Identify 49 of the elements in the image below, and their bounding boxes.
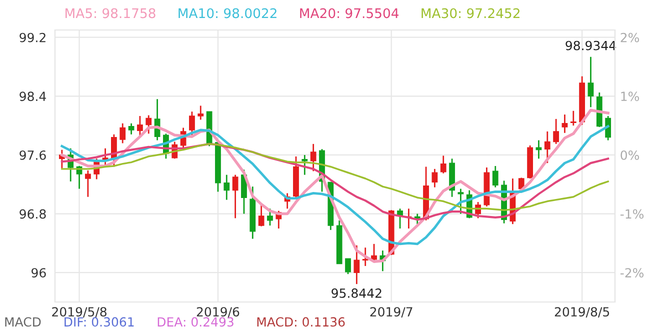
text: MACD: 0.1136 <box>257 317 345 327</box>
candlestick <box>345 258 351 275</box>
y2-tick-label: -1% <box>620 209 644 219</box>
candlestick <box>553 118 560 145</box>
text: MA10: 98.0022 <box>178 8 276 18</box>
y2-tick-label: -2% <box>620 268 644 278</box>
candlestick <box>84 170 91 198</box>
candlestick <box>432 168 438 188</box>
text: MA5: 98.1758 <box>66 8 156 18</box>
candlestick <box>544 130 550 164</box>
candlestick <box>120 122 126 144</box>
text: MA30: 97.2452 <box>422 8 520 18</box>
candlestick <box>267 208 273 226</box>
candlestick <box>562 114 568 134</box>
y-tick-label: 99.2 <box>20 32 46 42</box>
candlestick <box>588 56 594 108</box>
candlestick <box>224 174 230 201</box>
y-tick-label: 97.6 <box>20 150 46 160</box>
x-tick-label: 2019/6 <box>196 307 240 318</box>
annotation: 98.9344 <box>566 40 616 50</box>
x-tick-label: 2019/7 <box>370 307 412 318</box>
candlestick <box>137 115 143 137</box>
y-tick-label: 98.4 <box>20 92 46 102</box>
y2-tick-label: 0% <box>620 150 639 160</box>
x-tick-label: 2019/8/5 <box>554 307 610 318</box>
y-tick-label: 96.8 <box>20 209 46 219</box>
candlestick <box>302 154 308 176</box>
y2-tick-label: 1% <box>621 92 639 102</box>
candlestick <box>258 204 264 227</box>
y-tick-label: 96 <box>32 268 46 278</box>
candlestick <box>189 110 195 136</box>
text: DEA: 0.2493 <box>158 317 234 327</box>
annotation: 95.8442 <box>332 288 382 298</box>
candlestick <box>570 110 576 126</box>
candlestick <box>440 155 446 174</box>
candlestick <box>146 114 152 134</box>
text: MA20: 97.5504 <box>300 8 399 18</box>
text: DIF: 0.3061 <box>64 317 134 327</box>
candlestick <box>310 143 316 172</box>
candlestick <box>232 174 238 219</box>
candlestick <box>354 244 360 285</box>
x-tick-label: 2019/5/8 <box>52 307 106 318</box>
candlestick <box>198 105 204 120</box>
candlestick <box>458 188 464 214</box>
text: MACD <box>5 317 41 327</box>
candlestick <box>362 246 368 267</box>
y2-tick-label: 2% <box>620 32 639 42</box>
candlestick <box>492 165 498 188</box>
candlestick <box>128 122 134 136</box>
